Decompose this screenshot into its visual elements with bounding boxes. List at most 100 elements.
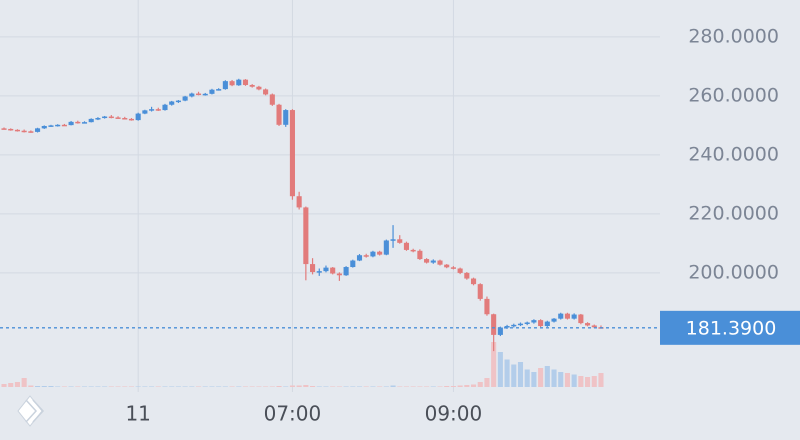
candle-body bbox=[578, 314, 584, 324]
volume-bar bbox=[303, 385, 309, 387]
volume-bar bbox=[356, 386, 363, 387]
volume-bar bbox=[598, 373, 604, 387]
candle-body bbox=[236, 79, 242, 86]
logo bbox=[17, 395, 45, 427]
candle-body bbox=[470, 278, 477, 285]
volume-bar bbox=[457, 385, 463, 387]
y-tick-label: 220.0000 bbox=[688, 202, 779, 224]
candle-body bbox=[55, 124, 61, 127]
candle-body bbox=[81, 122, 88, 124]
volume-bar bbox=[310, 386, 316, 387]
candle-body bbox=[310, 264, 316, 273]
candle-body bbox=[75, 121, 81, 124]
volume-bar bbox=[81, 386, 88, 387]
candle-body bbox=[115, 117, 121, 119]
volume-bar bbox=[424, 386, 430, 387]
last-price-box bbox=[660, 310, 800, 345]
candle-body bbox=[61, 124, 67, 127]
candle-body bbox=[430, 260, 436, 263]
candle-body bbox=[531, 320, 537, 323]
candle-body bbox=[484, 298, 490, 315]
volume-bar bbox=[531, 372, 537, 387]
volume-bar bbox=[48, 386, 54, 387]
volume-bar bbox=[410, 386, 416, 387]
candle-body bbox=[377, 251, 383, 255]
candle-body bbox=[283, 110, 289, 125]
volume-bar bbox=[591, 376, 597, 387]
candle-body bbox=[162, 104, 168, 111]
candle-body bbox=[524, 322, 530, 324]
volume-bar bbox=[75, 386, 81, 387]
y-tick-label: 240.0000 bbox=[688, 143, 779, 165]
candle-body bbox=[209, 89, 215, 94]
volume-bar bbox=[216, 386, 222, 387]
candle-body bbox=[41, 125, 47, 129]
candle-body bbox=[517, 323, 524, 326]
candle-body bbox=[464, 272, 470, 279]
volume-bar bbox=[68, 386, 74, 387]
candle-body bbox=[511, 324, 517, 327]
candle-body bbox=[491, 314, 497, 335]
candle-body bbox=[564, 313, 570, 319]
volume-bar bbox=[108, 386, 114, 387]
candle-body bbox=[343, 267, 349, 276]
volume-bar bbox=[202, 386, 208, 387]
volume-bar bbox=[229, 386, 235, 387]
volume-bar bbox=[296, 385, 302, 387]
volume-bar bbox=[276, 386, 282, 387]
volume-bar bbox=[484, 378, 490, 387]
candle-body bbox=[390, 239, 396, 241]
candle-body bbox=[497, 327, 503, 335]
candle-body bbox=[128, 118, 135, 121]
volume-bar bbox=[450, 386, 456, 387]
volume-bar bbox=[256, 386, 262, 387]
candle-body bbox=[28, 131, 34, 133]
volume-bar bbox=[383, 386, 389, 387]
volume-bar bbox=[195, 386, 202, 387]
volume-bar bbox=[417, 386, 423, 387]
volume-bar bbox=[242, 386, 249, 387]
candle-body bbox=[202, 93, 208, 96]
volume-bar bbox=[377, 386, 383, 387]
volume-bar bbox=[511, 364, 517, 387]
x-tick-label: 09:00 bbox=[425, 402, 483, 426]
volume-bar bbox=[135, 386, 141, 387]
candle-body bbox=[182, 96, 188, 101]
volume-bar bbox=[464, 385, 470, 387]
x-tick-label: 11 bbox=[125, 402, 150, 426]
candle-body bbox=[189, 93, 195, 97]
volume-bar bbox=[162, 386, 168, 387]
volume-bar bbox=[155, 386, 161, 387]
candle-body bbox=[370, 251, 376, 257]
candle-body bbox=[397, 239, 403, 243]
volume-bar bbox=[350, 386, 356, 387]
volume-bar bbox=[283, 386, 289, 387]
volume-bar bbox=[35, 386, 41, 387]
candle-body bbox=[350, 260, 356, 268]
volume-bar bbox=[578, 376, 584, 387]
candle-body bbox=[296, 196, 302, 208]
candle-body bbox=[229, 81, 235, 86]
candle-body bbox=[21, 130, 27, 133]
candle-body bbox=[424, 259, 430, 263]
volume-bar bbox=[269, 386, 275, 387]
candle-body bbox=[477, 284, 483, 299]
candle-body bbox=[48, 125, 54, 127]
candle-body bbox=[558, 313, 564, 319]
candle-body bbox=[269, 94, 275, 105]
volume-bar bbox=[8, 383, 14, 387]
volume-bar bbox=[551, 369, 557, 387]
candle-body bbox=[356, 255, 363, 261]
candle-body bbox=[383, 240, 389, 255]
candle-body bbox=[437, 260, 443, 265]
volume-bar bbox=[538, 368, 544, 387]
volume-bar bbox=[323, 386, 329, 387]
candle-body bbox=[504, 326, 510, 328]
candle-body bbox=[417, 250, 423, 260]
candle-body bbox=[102, 116, 108, 119]
volume-bar bbox=[517, 362, 524, 387]
x-tick-label: 07:00 bbox=[264, 402, 322, 426]
volume-bar bbox=[122, 386, 128, 387]
volume-bar bbox=[236, 386, 242, 387]
candle-body bbox=[1, 128, 7, 130]
